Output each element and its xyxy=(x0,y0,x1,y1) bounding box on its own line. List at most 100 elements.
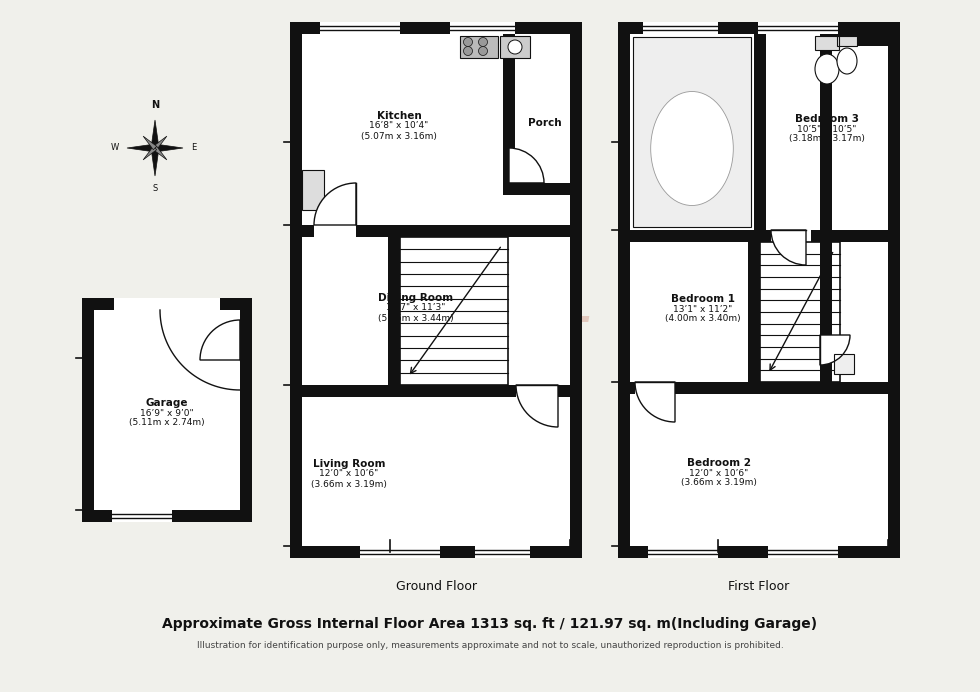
Bar xyxy=(635,382,675,394)
Bar xyxy=(648,546,718,558)
Bar xyxy=(837,36,857,46)
Bar xyxy=(630,34,888,546)
Ellipse shape xyxy=(837,48,857,74)
Wedge shape xyxy=(820,335,850,365)
Bar xyxy=(503,34,515,195)
Bar xyxy=(748,230,840,242)
Bar xyxy=(633,37,751,227)
Text: 16’9" x 9’0": 16’9" x 9’0" xyxy=(140,408,194,417)
Wedge shape xyxy=(200,320,240,360)
Bar xyxy=(768,546,838,558)
Text: (3.66m x 3.19m): (3.66m x 3.19m) xyxy=(681,478,757,487)
Bar xyxy=(82,298,252,310)
Bar xyxy=(509,183,582,195)
Wedge shape xyxy=(509,148,544,183)
Text: (3.18m x 3.17m): (3.18m x 3.17m) xyxy=(789,134,865,143)
Bar xyxy=(815,36,839,50)
Bar xyxy=(516,385,558,397)
Text: Dining Room: Dining Room xyxy=(378,293,454,303)
Text: Ground Floor: Ground Floor xyxy=(396,580,476,593)
Ellipse shape xyxy=(651,91,733,206)
Bar xyxy=(758,22,838,34)
Bar xyxy=(630,382,888,394)
Text: Bedroom 1: Bedroom 1 xyxy=(671,294,735,304)
Polygon shape xyxy=(155,144,183,152)
Circle shape xyxy=(478,46,487,55)
Bar xyxy=(570,195,582,558)
Text: N: N xyxy=(151,100,159,110)
Text: Bedroom 3: Bedroom 3 xyxy=(795,114,859,124)
Bar xyxy=(82,510,252,522)
Bar xyxy=(500,36,530,58)
Circle shape xyxy=(478,37,487,46)
Text: Bedroom 2: Bedroom 2 xyxy=(687,458,751,468)
Bar xyxy=(290,22,582,34)
Polygon shape xyxy=(127,144,155,152)
Bar xyxy=(112,510,172,522)
Wedge shape xyxy=(635,382,675,422)
Bar xyxy=(618,22,900,34)
Polygon shape xyxy=(151,148,159,176)
Bar xyxy=(302,170,324,210)
Polygon shape xyxy=(143,146,157,160)
Text: S: S xyxy=(152,184,158,193)
Text: E: E xyxy=(191,143,196,152)
Bar xyxy=(320,22,400,34)
Bar xyxy=(94,310,240,510)
Polygon shape xyxy=(151,120,159,148)
Bar xyxy=(618,22,630,558)
Text: Kitchen: Kitchen xyxy=(376,111,421,121)
Bar xyxy=(820,34,832,382)
Text: MANSELL: MANSELL xyxy=(350,274,570,316)
Bar xyxy=(754,34,766,230)
Bar xyxy=(509,183,521,195)
Bar xyxy=(302,34,570,546)
Bar xyxy=(771,230,811,242)
Bar xyxy=(400,237,508,385)
Text: (5.11m x 2.74m): (5.11m x 2.74m) xyxy=(129,419,205,428)
Bar xyxy=(509,22,582,195)
Text: Illustration for identification purpose only, measurements approximate and not t: Illustration for identification purpose … xyxy=(197,641,783,650)
Bar xyxy=(388,237,400,385)
Text: Porch: Porch xyxy=(528,118,562,128)
Circle shape xyxy=(508,40,522,54)
Text: ESTATE AGENTS SINCE 1947: ESTATE AGENTS SINCE 1947 xyxy=(345,368,564,382)
Bar xyxy=(618,546,900,558)
Bar xyxy=(834,354,854,374)
Text: 16’8" x 10’4": 16’8" x 10’4" xyxy=(369,122,428,131)
Text: 12’0" x 10’6": 12’0" x 10’6" xyxy=(319,469,378,478)
Bar xyxy=(760,242,840,382)
Bar xyxy=(837,36,857,46)
Text: 10’5" x 10’5": 10’5" x 10’5" xyxy=(798,125,857,134)
Bar xyxy=(760,242,840,382)
Bar xyxy=(290,546,582,558)
Text: 16’7" x 11’3": 16’7" x 11’3" xyxy=(386,304,446,313)
Bar xyxy=(643,22,718,34)
Bar xyxy=(834,354,854,374)
Text: 12’0" x 10’6": 12’0" x 10’6" xyxy=(689,468,749,477)
Text: (3.66m x 3.19m): (3.66m x 3.19m) xyxy=(311,480,387,489)
Bar xyxy=(570,22,582,195)
Bar xyxy=(888,22,900,558)
Text: (5.06m x 3.44m): (5.06m x 3.44m) xyxy=(378,313,454,322)
Bar xyxy=(500,36,530,58)
Bar xyxy=(460,36,498,58)
Polygon shape xyxy=(143,136,157,149)
Bar xyxy=(450,22,515,34)
Polygon shape xyxy=(153,146,167,160)
Text: First Floor: First Floor xyxy=(728,580,790,593)
Bar xyxy=(82,298,94,522)
Bar xyxy=(302,385,570,397)
Bar xyxy=(290,22,302,558)
Bar xyxy=(748,242,760,382)
Bar xyxy=(240,298,252,522)
Bar xyxy=(114,298,220,310)
Text: McTAGGART: McTAGGART xyxy=(323,316,587,354)
Bar xyxy=(460,36,498,58)
Wedge shape xyxy=(516,385,558,427)
Bar xyxy=(360,546,440,558)
Bar xyxy=(302,225,570,237)
Text: W: W xyxy=(111,143,119,152)
Circle shape xyxy=(464,37,472,46)
Text: Garage: Garage xyxy=(146,398,188,408)
